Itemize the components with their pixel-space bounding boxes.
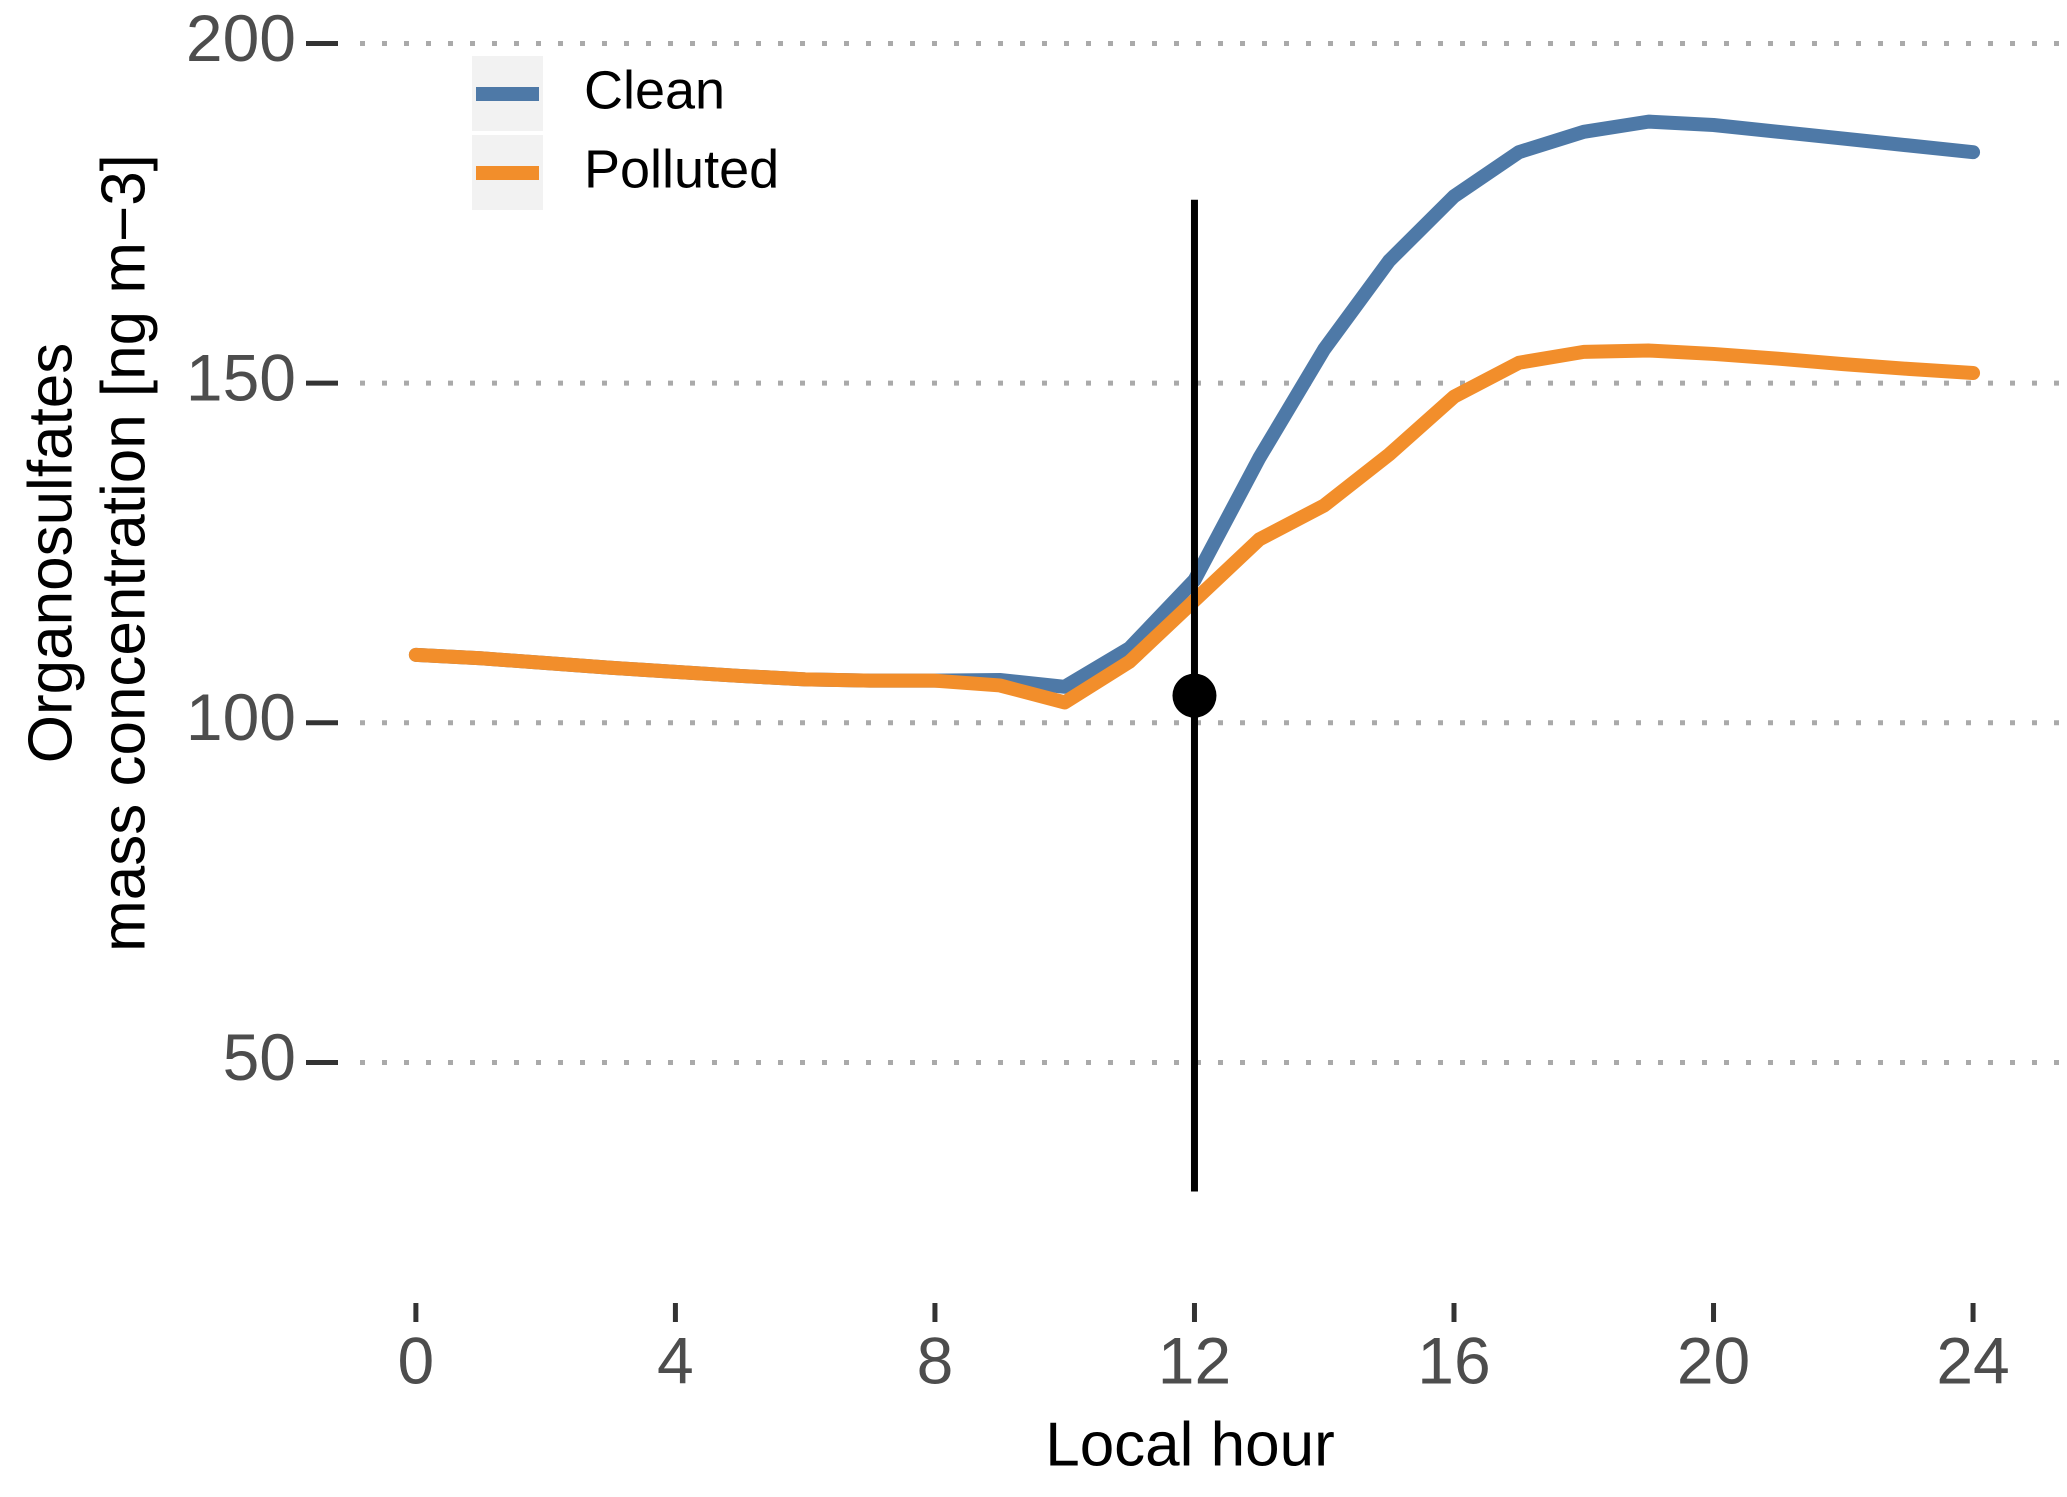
y-axis-title: mass concentration [ng m−3] (89, 154, 158, 952)
x-tick-label: 16 (1417, 1323, 1490, 1397)
x-tick-label: 0 (398, 1323, 435, 1397)
legend-label: Clean (584, 60, 725, 120)
y-tick-label: 50 (223, 1020, 296, 1094)
x-tick-label: 12 (1158, 1323, 1231, 1397)
x-tick-label: 20 (1677, 1323, 1750, 1397)
legend-label: Polluted (584, 139, 779, 199)
x-axis-title: Local hour (1045, 1410, 1335, 1479)
y-tick-label: 150 (186, 341, 296, 415)
y-tick-label: 100 (186, 680, 296, 754)
error-point (1172, 673, 1217, 718)
y-axis-title: Organosulfates (16, 343, 85, 763)
y-tick-label: 200 (186, 1, 296, 75)
x-tick-label: 8 (917, 1323, 954, 1397)
x-tick-label: 4 (657, 1323, 694, 1397)
x-tick-label: 24 (1936, 1323, 2009, 1397)
